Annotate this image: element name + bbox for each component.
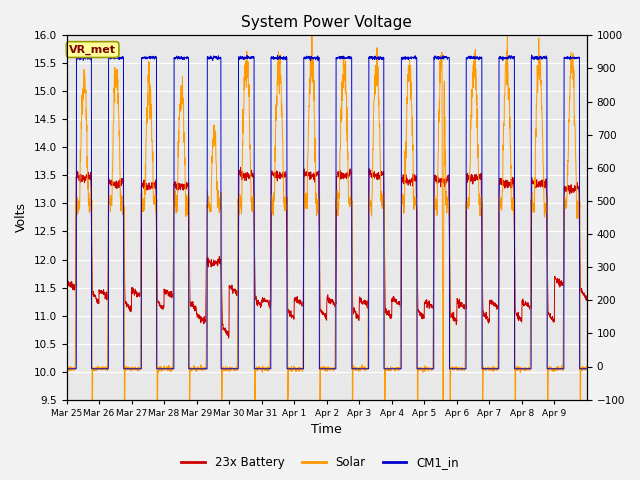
Title: System Power Voltage: System Power Voltage [241,15,412,30]
X-axis label: Time: Time [311,423,342,436]
Y-axis label: Volts: Volts [15,203,28,232]
Text: VR_met: VR_met [69,45,116,55]
Legend: 23x Battery, Solar, CM1_in: 23x Battery, Solar, CM1_in [177,452,463,474]
